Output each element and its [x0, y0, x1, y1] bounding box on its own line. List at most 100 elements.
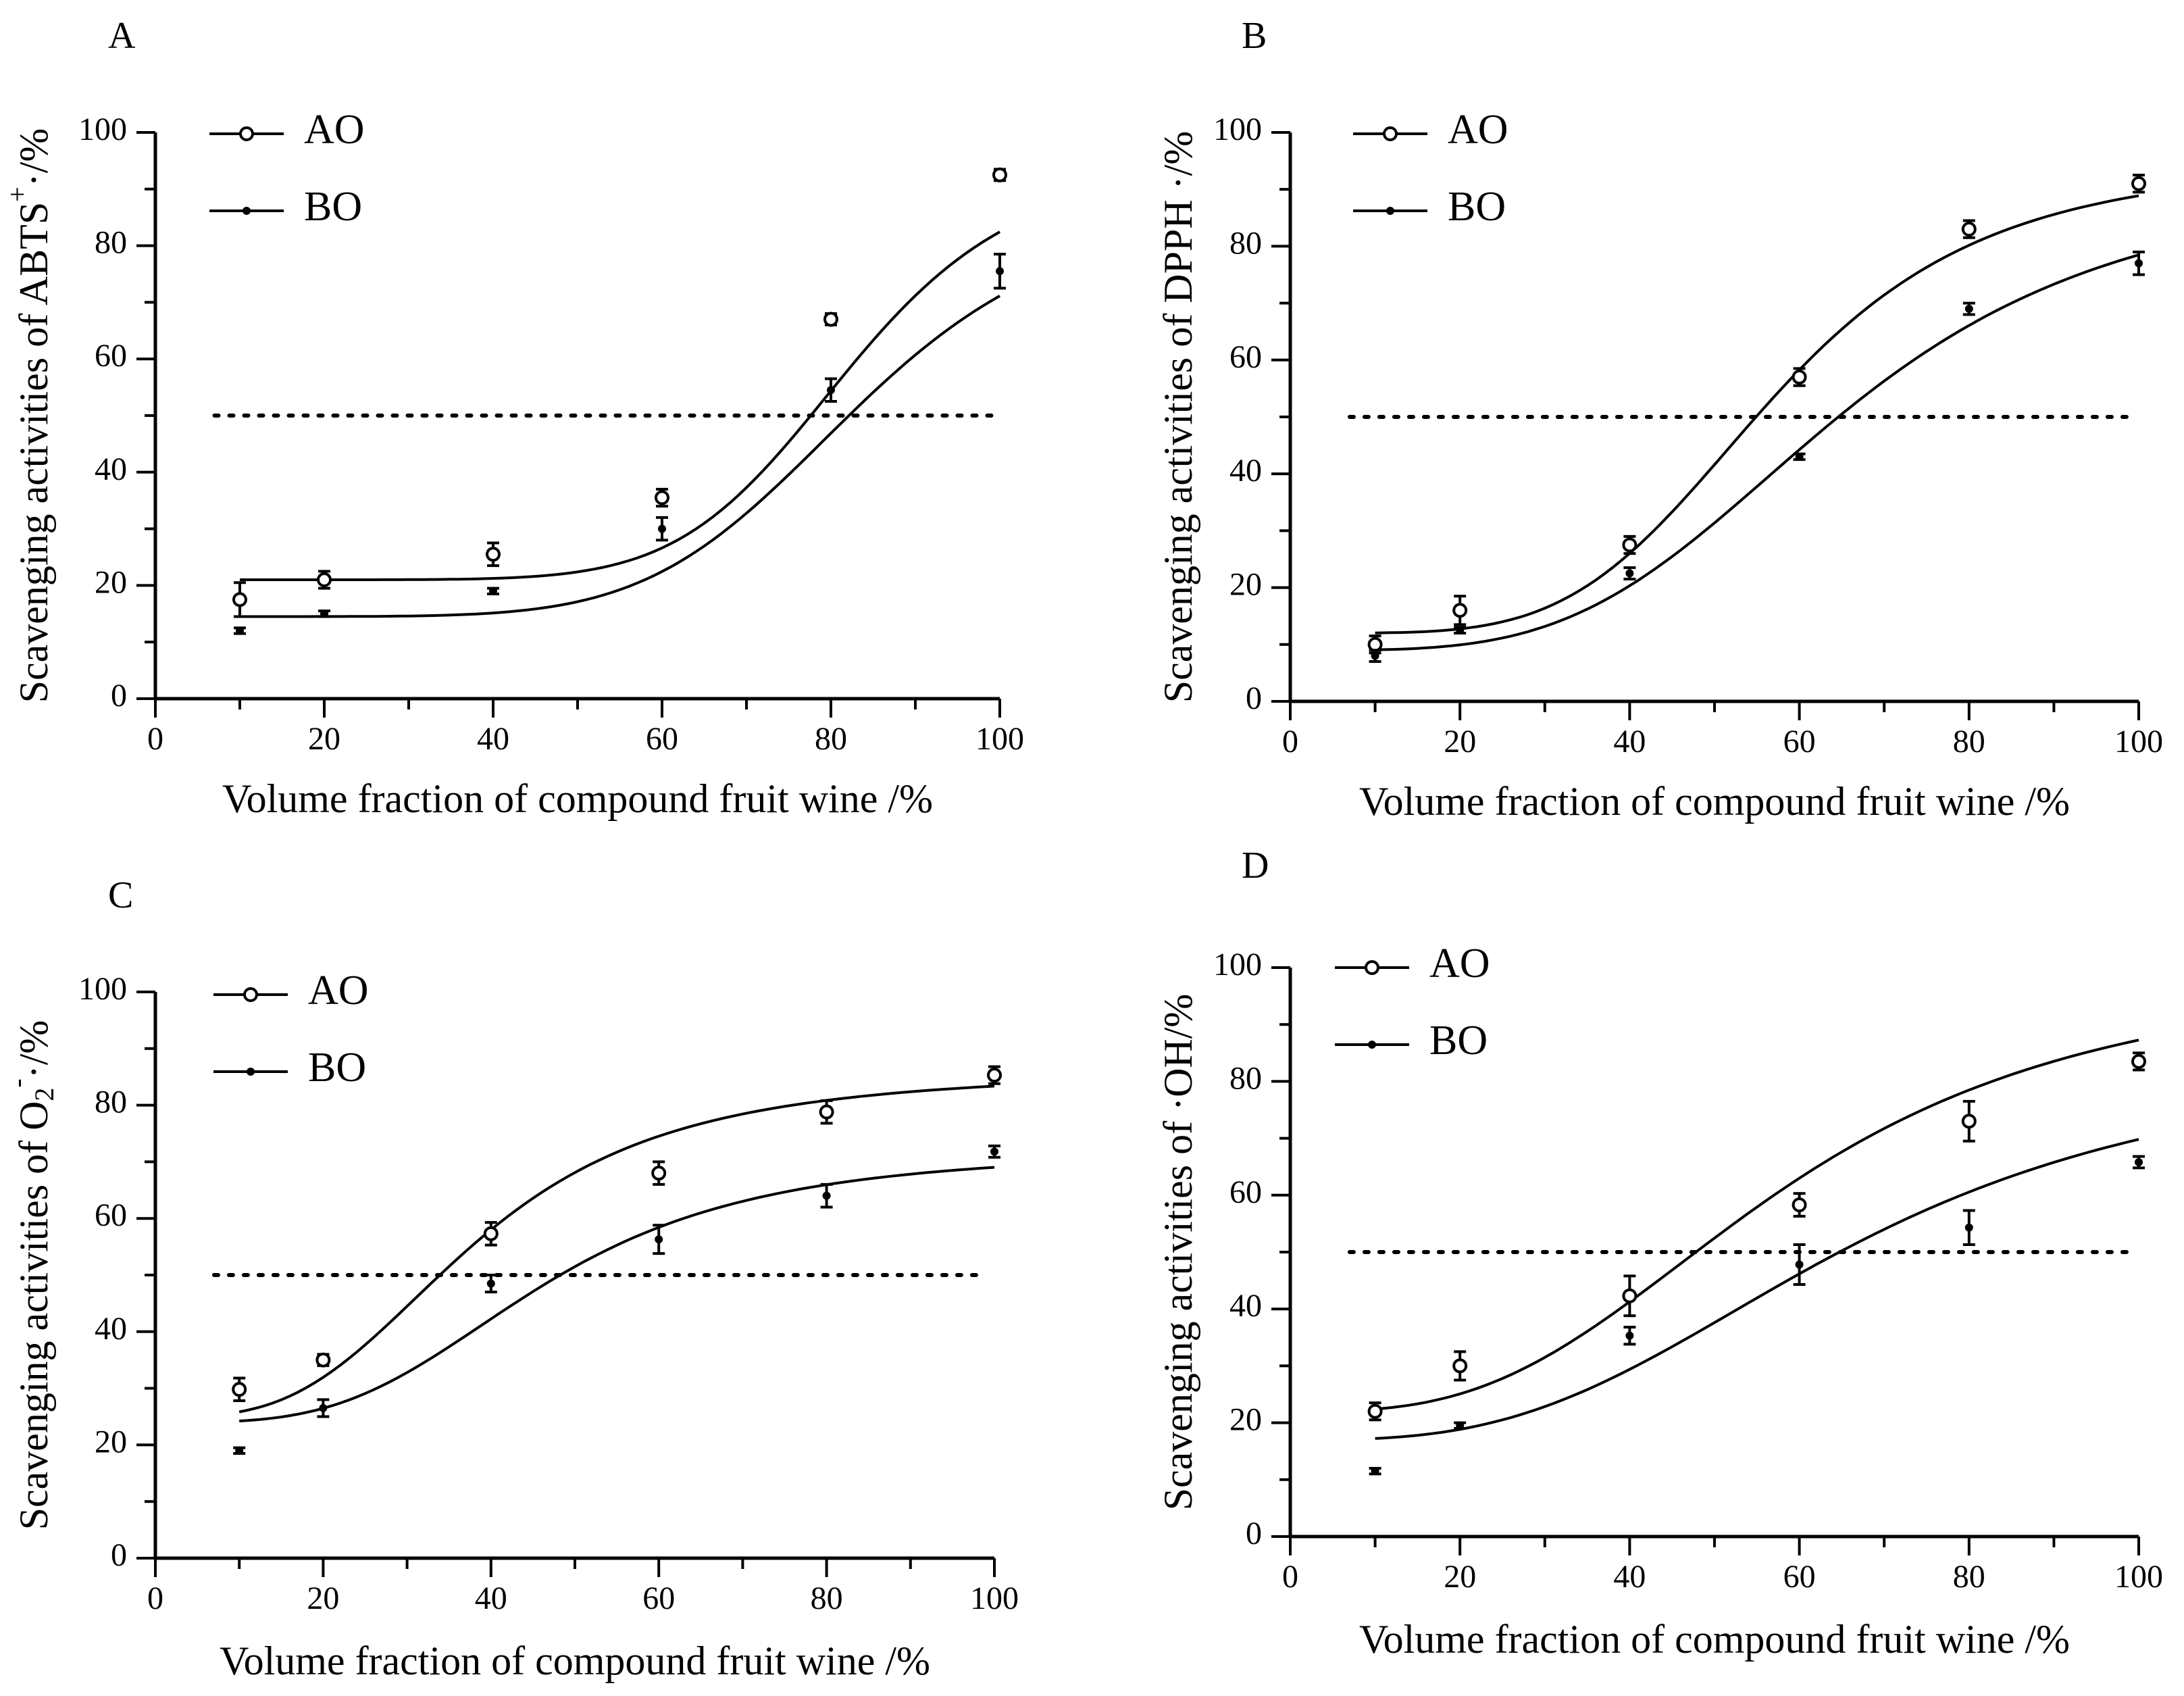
legend-marker	[1386, 207, 1394, 215]
legend-marker	[247, 1068, 255, 1076]
y-axis-label: Scavenging activities of ·OH/%	[1156, 994, 1200, 1511]
data-point-ao	[1367, 637, 1383, 652]
y-tick-label: 20	[1229, 567, 1262, 603]
data-point-ao	[992, 167, 1007, 182]
data-point-bo	[827, 386, 835, 395]
y-tick-label: 60	[1229, 1174, 1262, 1210]
x-tick-label: 0	[1282, 724, 1298, 759]
data-point-ao	[1622, 537, 1637, 553]
data-point-bo	[486, 1279, 495, 1288]
y-axis-label-tail: ·/%	[11, 1020, 56, 1079]
data-point-bo	[319, 1403, 328, 1412]
data-point-bo	[990, 1147, 998, 1156]
panel-label: A	[108, 15, 136, 57]
y-tick-label: 40	[1229, 453, 1262, 489]
data-point-ao	[655, 490, 669, 505]
x-tick-label: 100	[970, 1580, 1019, 1616]
data-point-bo	[1625, 569, 1634, 578]
y-tick-label: 20	[1229, 1402, 1262, 1438]
y-tick-label: 40	[95, 1311, 127, 1347]
data-point-bo	[1964, 1223, 1973, 1232]
x-axis-label: Volume fraction of compound fruit wine /…	[1359, 779, 2070, 824]
data-point-bo	[1795, 452, 1804, 461]
data-point-ao	[1452, 1358, 1468, 1374]
data-point-ao	[987, 1068, 1002, 1083]
y-tick-label: 0	[111, 678, 127, 714]
legend-label: AO	[1429, 941, 1490, 987]
y-axis-label: Scavenging activities of O2-·/%	[2, 1020, 59, 1530]
data-point-ao	[1622, 1288, 1637, 1303]
x-tick-label: 60	[642, 1580, 675, 1616]
y-tick-label: 0	[1246, 1516, 1262, 1551]
legend-marker	[243, 987, 258, 1002]
legend-marker	[1383, 126, 1398, 141]
y-axis-label-main: Scavenging activities of ·OH/%	[1156, 994, 1200, 1511]
panel-C: C 0 20 40 60 80 100 0 20 40 60 80 100 Volume fraction…	[2, 874, 1019, 1683]
y-tick-label: 60	[95, 1197, 127, 1233]
fit-curve-ao	[240, 230, 1001, 581]
legend-label: AO	[1448, 107, 1508, 153]
x-tick-label: 20	[1444, 1559, 1476, 1595]
x-axis-label: Volume fraction of compound fruit wine /…	[222, 776, 933, 821]
data-point-ao	[651, 1166, 667, 1181]
data-point-bo	[1371, 651, 1379, 660]
fit-curve-ao	[238, 1084, 995, 1414]
data-point-bo	[1625, 1331, 1634, 1340]
y-axis-label-main: Scavenging activities of ABTS	[11, 202, 56, 703]
fit-curve-bo	[1375, 253, 2139, 651]
data-point-bo	[489, 587, 497, 595]
y-tick-label: 80	[95, 1084, 127, 1120]
data-point-bo	[2135, 1157, 2143, 1166]
data-point-bo	[1371, 1467, 1379, 1476]
data-point-bo	[996, 267, 1004, 276]
data-point-ao	[2131, 176, 2146, 191]
y-axis-label: Scavenging activities of DPPH ·/%	[1156, 131, 1200, 703]
y-tick-label: 0	[1246, 680, 1262, 716]
data-point-bo	[1456, 626, 1465, 634]
x-tick-label: 100	[2114, 1559, 2163, 1595]
legend-label: AO	[308, 968, 369, 1014]
data-point-ao	[317, 572, 332, 588]
x-tick-label: 60	[1783, 1559, 1816, 1595]
y-tick-label: 20	[95, 1424, 127, 1460]
x-tick-label: 40	[475, 1580, 507, 1616]
y-tick-label: 100	[1213, 111, 1262, 147]
x-tick-label: 0	[147, 1580, 163, 1616]
data-point-ao	[823, 311, 838, 327]
x-tick-label: 80	[1953, 724, 1985, 759]
x-tick-label: 0	[147, 721, 163, 757]
legend-label: BO	[308, 1045, 366, 1091]
panel-D: D 0 20 40 60 80 100 0 20 40 60 80 100 Volume fraction…	[1156, 845, 2163, 1662]
fit-curve-ao	[1375, 1039, 2139, 1411]
y-tick-label: 0	[111, 1537, 127, 1573]
y-axis-label-tail: ·/%	[11, 128, 56, 187]
data-point-ao	[1792, 1197, 1807, 1213]
y-tick-label: 40	[1229, 1288, 1262, 1324]
legend-label: AO	[304, 107, 365, 153]
y-tick-label: 80	[95, 225, 127, 261]
y-axis-label-subscript: 2	[29, 1088, 59, 1101]
y-tick-label: 20	[95, 564, 127, 600]
x-tick-label: 40	[1613, 724, 1646, 759]
fit-curve-bo	[239, 1166, 995, 1422]
legend-marker	[1365, 960, 1379, 975]
panel-B: B 0 20 40 60 80 100 0 20 40 60 80 100 Volume fraction…	[1156, 15, 2163, 824]
data-point-bo	[1456, 1421, 1465, 1430]
data-point-ao	[315, 1352, 331, 1368]
x-tick-label: 60	[646, 721, 678, 757]
y-tick-label: 100	[78, 971, 127, 1007]
y-tick-label: 60	[1229, 339, 1262, 375]
data-point-bo	[658, 524, 666, 533]
x-tick-label: 0	[1282, 1559, 1298, 1595]
legend-label: BO	[1448, 184, 1506, 230]
x-tick-label: 80	[811, 1580, 843, 1616]
data-point-ao	[232, 1382, 247, 1397]
y-axis-label: Scavenging activities of ABTS+·/%	[2, 128, 56, 703]
x-tick-label: 80	[1953, 1559, 1985, 1595]
data-point-bo	[236, 626, 244, 635]
x-tick-label: 20	[1444, 724, 1476, 759]
data-point-ao	[486, 547, 501, 562]
x-tick-label: 20	[308, 721, 340, 757]
x-axis-label: Volume fraction of compound fruit wine /…	[1359, 1617, 2070, 1662]
legend-label: BO	[1429, 1018, 1488, 1064]
